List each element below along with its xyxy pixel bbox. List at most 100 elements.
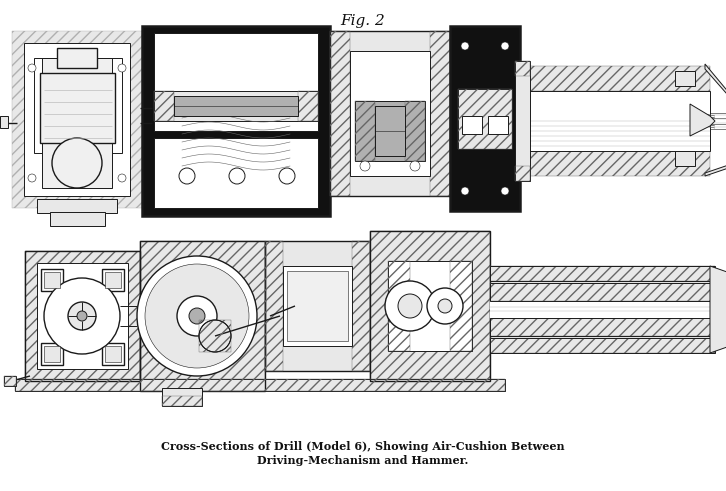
Circle shape [52,138,102,188]
Circle shape [118,64,126,72]
Bar [490,318,715,336]
Bar [450,26,520,211]
Bar [350,51,430,176]
Bar [41,343,63,365]
Circle shape [279,168,295,184]
Circle shape [385,281,435,331]
Bar [298,91,318,121]
Bar [355,101,425,161]
Bar [490,283,715,301]
Text: Cross-Sections of Drill (Model 6), Showing Air-Cushion Between: Cross-Sections of Drill (Model 6), Showi… [161,440,565,452]
Bar [352,241,370,371]
Bar [140,241,265,391]
Circle shape [145,264,249,368]
Bar [40,73,115,143]
Bar [0,116,8,128]
Bar [44,346,60,362]
Bar [41,269,63,291]
Bar [370,231,490,381]
Bar [490,266,715,281]
Circle shape [68,302,96,330]
Bar [520,151,710,176]
Bar [174,96,298,116]
Bar [283,266,352,346]
Circle shape [28,174,36,182]
Bar [162,396,202,406]
Bar [37,263,128,369]
Bar [515,61,530,181]
Bar [515,61,530,76]
Bar [458,89,512,149]
Bar [24,43,130,196]
Bar [675,71,695,86]
Bar [488,116,508,134]
Bar [388,261,410,351]
Circle shape [461,187,469,195]
Bar [490,338,715,353]
Bar [50,212,105,226]
Circle shape [137,256,257,376]
Bar [265,241,370,371]
Circle shape [229,168,245,184]
Circle shape [461,42,469,50]
Bar [34,58,122,153]
Bar [375,106,405,156]
Bar [265,241,283,371]
Bar [162,388,202,406]
Bar [25,251,140,381]
Bar [154,33,318,131]
Bar [490,266,715,281]
Bar [490,301,715,318]
Bar [515,166,530,181]
Polygon shape [710,266,726,353]
Circle shape [427,288,463,324]
Circle shape [438,299,452,313]
Bar [4,376,16,386]
Text: Fig. 2: Fig. 2 [340,14,386,28]
Bar [490,338,715,353]
Circle shape [360,161,370,171]
Bar [675,151,695,166]
Circle shape [44,278,120,354]
Bar [140,241,265,391]
Circle shape [28,64,36,72]
Circle shape [179,168,195,184]
Bar [15,379,505,391]
Circle shape [199,320,231,352]
Text: Driving-Mechanism and Hammer.: Driving-Mechanism and Hammer. [257,456,469,466]
Polygon shape [705,151,726,176]
Circle shape [398,294,422,318]
Bar [520,66,710,91]
Bar [142,26,330,216]
Bar [458,89,512,149]
Circle shape [177,296,217,336]
Circle shape [189,308,205,324]
Bar [450,261,472,351]
Bar [25,251,140,381]
Bar [330,31,450,196]
Bar [105,346,121,362]
Bar [370,231,490,381]
Bar [12,31,712,216]
Bar [405,101,425,161]
Bar [490,318,715,336]
Circle shape [77,311,87,321]
Bar [37,199,117,213]
Bar [102,269,124,291]
Bar [4,376,16,386]
Bar [12,31,142,208]
Bar [287,271,348,341]
Polygon shape [705,64,726,131]
Circle shape [118,174,126,182]
Bar [355,101,375,161]
Bar [154,138,318,208]
Bar [154,91,318,121]
Bar [15,379,505,391]
Bar [330,31,350,196]
Bar [42,58,112,188]
Bar [462,116,482,134]
Bar [44,272,60,288]
Bar [57,48,97,68]
Bar [105,272,121,288]
Bar [102,343,124,365]
